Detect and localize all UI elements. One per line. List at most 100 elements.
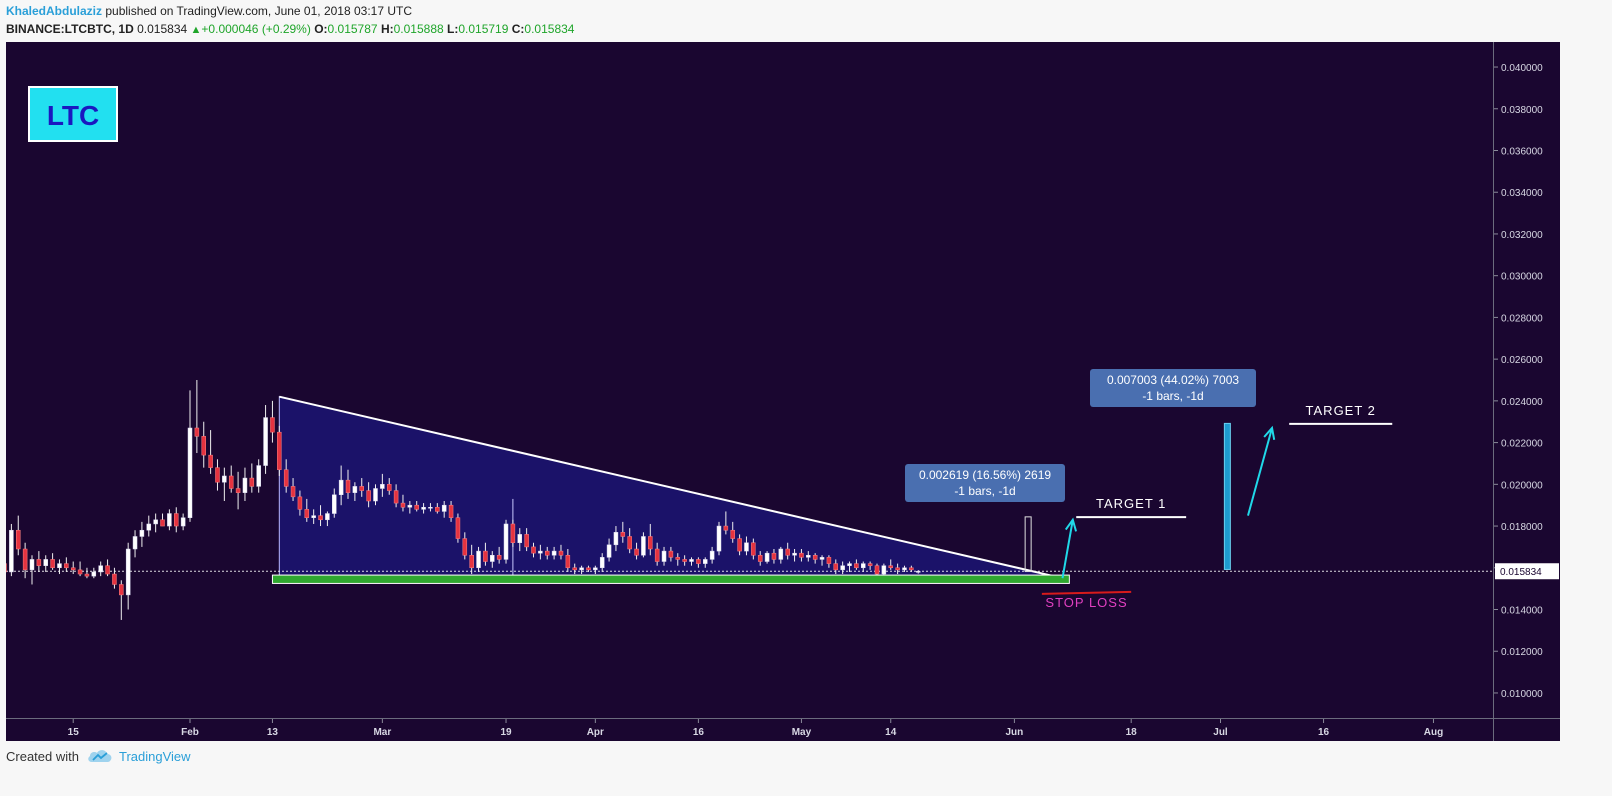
candle [599, 553, 605, 572]
candle-body [483, 550, 488, 562]
candle [881, 563, 887, 577]
up-arrow-1-shaft [1061, 519, 1074, 579]
x-tick-label: 15 [68, 727, 80, 738]
chart-plot-area[interactable]: 0.002619 (16.56%) 2619 -1 bars, -1d 0.0070… [6, 42, 1493, 718]
y-tick-label: 0.030000 [1501, 272, 1543, 283]
candle-body [689, 559, 694, 562]
candle [627, 528, 632, 554]
candle [167, 509, 172, 531]
candle [648, 523, 653, 556]
x-tick-label: Apr [587, 727, 604, 738]
x-tick-label: Aug [1424, 727, 1443, 738]
candle [861, 561, 866, 572]
candle [277, 425, 282, 476]
candle-body [606, 544, 612, 558]
last-price-marker [1495, 563, 1559, 580]
tradingview-link[interactable]: TradingView [118, 748, 191, 764]
candle-body [380, 484, 385, 489]
candle [764, 551, 770, 564]
candle [222, 467, 227, 502]
candle [606, 538, 612, 562]
candle-body [222, 475, 227, 483]
candle-body [847, 563, 852, 566]
candle [57, 559, 62, 575]
candle [654, 542, 660, 566]
candle-body [620, 532, 626, 537]
candle-body [764, 552, 770, 562]
candle-body [716, 525, 722, 552]
candle-body [902, 567, 907, 571]
measure-1-label-bars: -1 bars, -1d [954, 484, 1015, 498]
high-value: 0.015888 [393, 22, 444, 36]
candle [352, 482, 358, 502]
candle-body [792, 552, 797, 556]
candle-body [228, 475, 234, 489]
price-chart[interactable]: 0.002619 (16.56%) 2619 -1 bars, -1d 0.0070… [6, 42, 1493, 718]
candle [407, 501, 413, 514]
time-axis[interactable]: 15Feb13Mar19Apr16May14Jun18Jul16Aug13 [6, 718, 1522, 741]
low-label: L: [447, 22, 459, 36]
candle-body [586, 567, 591, 571]
candle [125, 542, 131, 610]
candle [854, 559, 859, 570]
candle-body [771, 552, 777, 560]
candle-body [648, 536, 653, 550]
candle-body [393, 490, 399, 504]
candle-body [888, 565, 893, 569]
candle [641, 532, 646, 558]
candle [675, 553, 681, 566]
candle [462, 532, 468, 560]
low-value: 0.015719 [458, 22, 509, 36]
candle-body [757, 555, 763, 562]
candle-body [599, 557, 605, 569]
stop-loss-label: STOP LOSS [1045, 595, 1127, 610]
candle-body [593, 567, 598, 571]
price-axis[interactable]: 0.040000 0.038000 0.036000 0.034000 0.032000… [1493, 42, 1560, 718]
candle-body [799, 552, 804, 558]
candle [709, 546, 715, 564]
candle [119, 580, 124, 620]
candle-body [510, 523, 516, 543]
candle-body [43, 559, 48, 566]
candle [819, 555, 825, 566]
candle [435, 503, 440, 514]
ltc-badge-label: LTC [47, 100, 99, 131]
candle [888, 559, 893, 570]
candle-body [318, 515, 323, 521]
candle [703, 557, 708, 568]
candle [366, 482, 371, 508]
open-value: 0.015787 [327, 22, 378, 36]
author-link[interactable]: KhaledAbdulaziz [6, 4, 103, 18]
ltc-badge [28, 86, 118, 142]
candle [847, 561, 852, 572]
candle-body [325, 513, 330, 521]
candle-body [709, 550, 715, 560]
candle-body [435, 507, 440, 512]
candle-body [112, 573, 117, 585]
candle-body [36, 559, 42, 566]
candle [304, 498, 310, 522]
candle [668, 546, 674, 562]
candle-body [208, 454, 213, 468]
axis-corner [1493, 718, 1560, 741]
candle [455, 513, 461, 543]
candle-body [332, 494, 337, 514]
candle-body [661, 550, 667, 562]
candle [77, 561, 83, 577]
candle-body [187, 427, 193, 518]
candle [799, 549, 804, 562]
candle-body [730, 529, 735, 539]
candle [503, 519, 509, 564]
candle-body [235, 488, 241, 493]
measure-2-label-bars: -1 bars, -1d [1142, 389, 1203, 403]
candle [160, 513, 165, 527]
candle-body [139, 529, 145, 537]
candle [393, 484, 399, 508]
candle [682, 555, 687, 566]
candle [730, 521, 735, 543]
candle [249, 463, 255, 493]
open-label: O: [314, 22, 328, 36]
candle [201, 421, 206, 468]
candle [874, 563, 880, 576]
y-tick-label: 0.022000 [1501, 439, 1543, 450]
